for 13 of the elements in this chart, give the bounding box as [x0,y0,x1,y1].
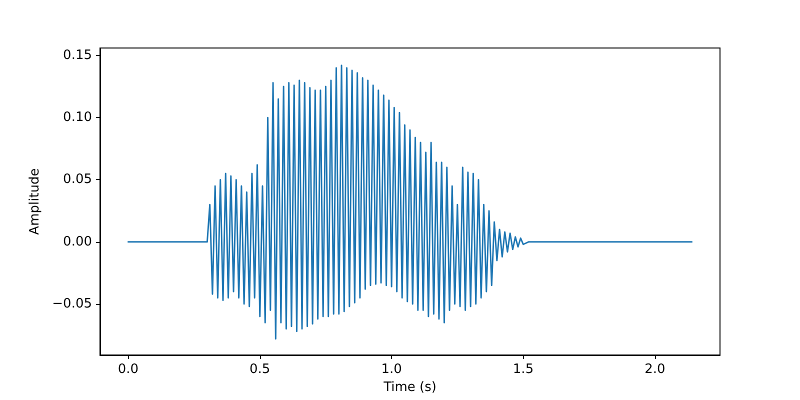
y-tick-label: 0.15 [63,48,92,63]
y-axis-title: Amplitude [27,168,42,235]
y-tick-label: 0.10 [63,110,92,126]
x-tick-label: 1.0 [381,362,402,377]
x-axis-title: Time (s) [382,380,436,395]
y-tick-label: 0.00 [63,234,92,250]
x-tick-label: 1.5 [512,362,534,377]
x-tick-label: 2.0 [644,362,666,377]
x-tick-label: 0.0 [118,362,139,377]
y-tick-label: 0.05 [63,172,92,188]
x-tick-label: 0.5 [250,362,270,377]
line-series [127,64,693,340]
y-tick-label: −0.05 [52,296,92,312]
